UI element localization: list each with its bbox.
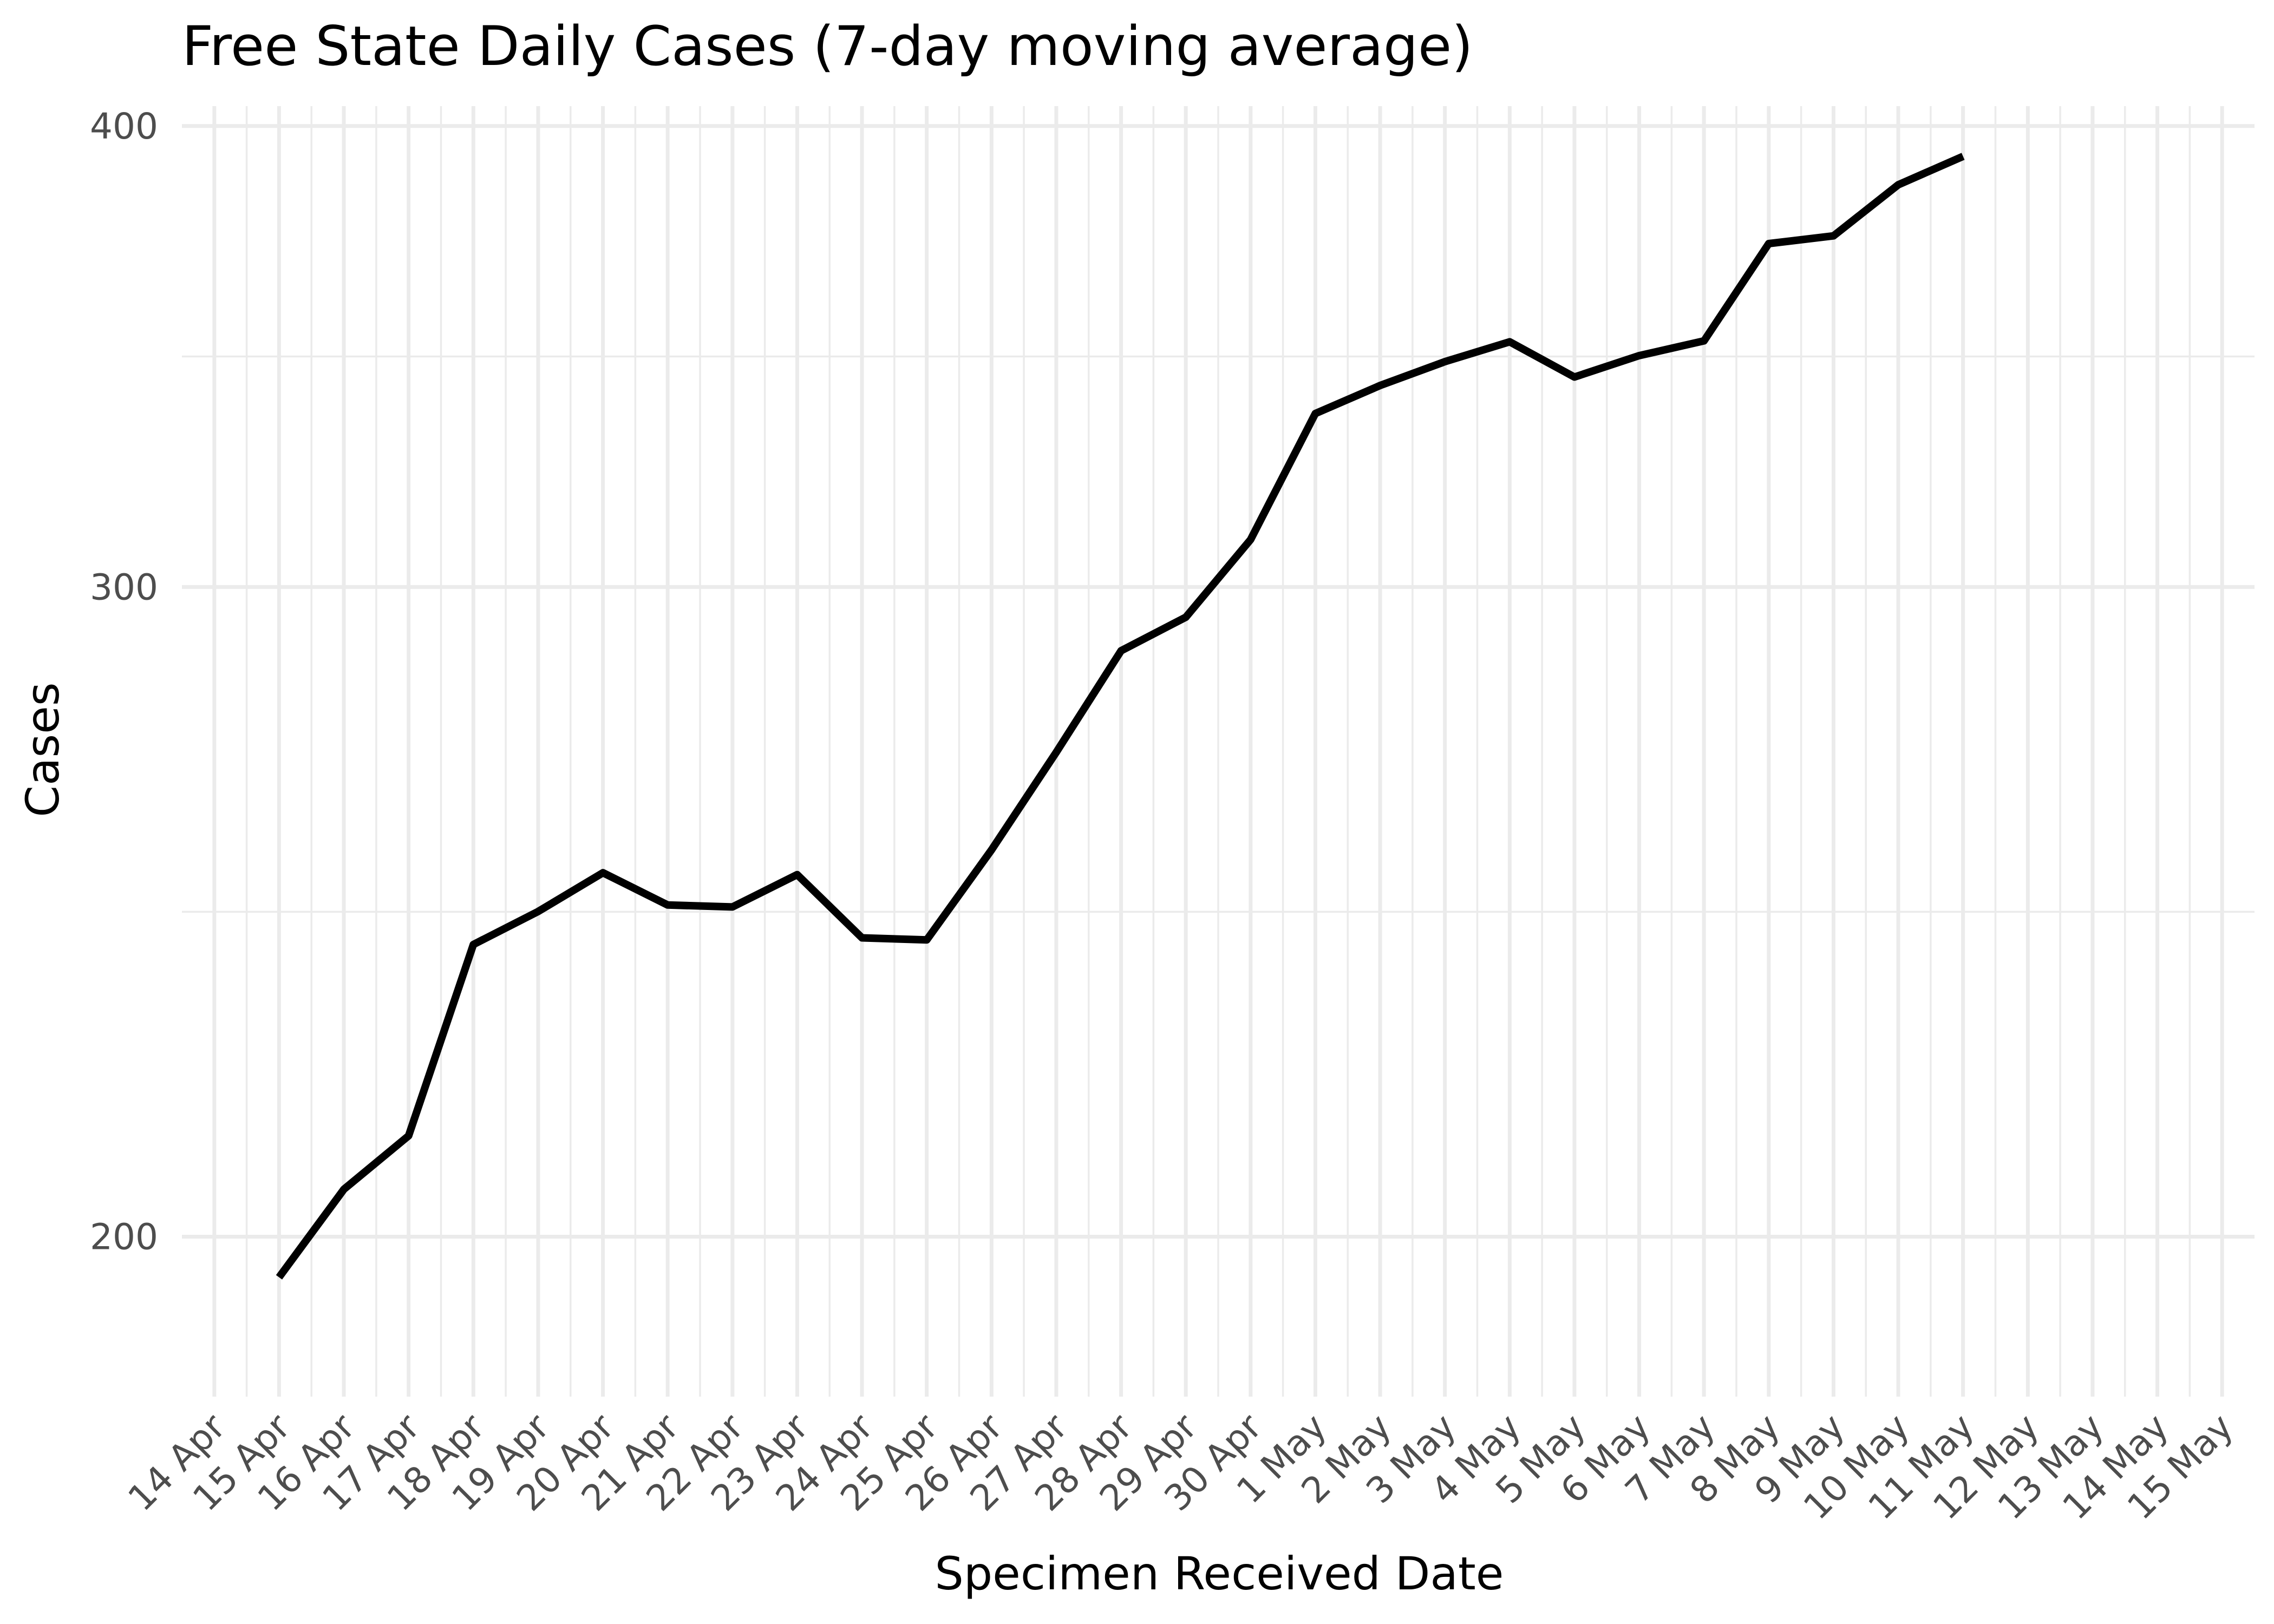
chart-title: Free State Daily Cases (7-day moving ave…: [182, 14, 1473, 78]
x-axis-title: Specimen Received Date: [935, 1547, 1504, 1600]
grid: [182, 106, 2255, 1397]
y-tick-label: 300: [90, 566, 158, 608]
y-axis: 200 300 400: [90, 106, 158, 1258]
y-tick-label: 400: [90, 106, 158, 147]
series-layer: [276, 153, 1965, 1280]
y-tick-label: 200: [90, 1216, 158, 1258]
series-line: [276, 153, 1965, 1280]
y-axis-title: Cases: [16, 682, 69, 817]
